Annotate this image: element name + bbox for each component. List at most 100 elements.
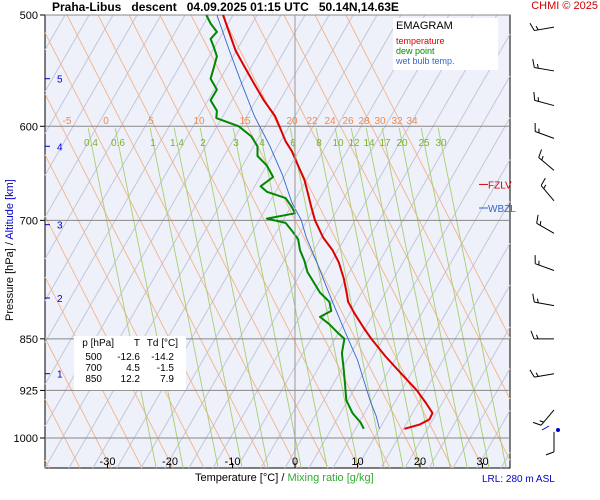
isotherm-line [308,117,511,469]
surface-wind-dot [556,428,560,432]
y-axis-label-pressure: Pressure [hPa] [4,248,16,321]
legend-item-temperature: temperature [396,36,445,46]
dry-adiabat-label: 0 [103,116,109,127]
dry-adiabat-line [221,14,453,469]
wind-barb-feather [536,214,539,224]
wind-barb-feather [539,220,542,226]
table-cell: 850 [85,374,102,385]
dry-adiabat-line [97,14,329,469]
fzlv-marker-label: FZLV [488,180,512,191]
y-axis-label: Pressure [hPa] / Altitude [km] [4,179,16,321]
x-tick-label: -20 [162,456,178,468]
wind-barb [529,22,555,32]
mixing-ratio-label: 12 [348,138,360,149]
wind-barb-staff [535,131,555,139]
isotherm-line [188,14,450,469]
mixing-ratio-label: 6 [290,138,296,149]
series-line-temperature [222,14,434,430]
wind-barb [532,293,555,307]
wind-barb [534,122,555,139]
x-axis-label: Temperature [°C] / Mixing ratio [g/kg] [195,472,374,484]
wind-barb-staff [540,185,555,202]
pressure-tick-label: 600 [20,121,38,133]
dry-adiabat-label: 24 [324,116,336,127]
pressure-tick-label: 925 [20,385,38,397]
isotherm-line [44,14,258,385]
isotherm-line [44,14,186,260]
mixing-ratio-line [381,127,451,469]
altitude-tick-label: 3 [57,221,63,232]
dry-adiabat-label: 26 [342,116,354,127]
y-axis-label-altitude: Altitude [km] [4,179,16,240]
x-axis-label-mixing-ratio: Mixing ratio [g/kg] [287,472,374,484]
dry-adiabat-label: -5 [63,116,72,127]
wind-barb-staff [535,263,555,271]
table-row: 500 -12.6 -14.2 [74,352,186,363]
wind-barb-staff [534,26,555,32]
legend-item-wet-bulb: wet bulb temp. [396,56,455,66]
wind-barb-feather [532,58,535,68]
mixing-ratio-label: 14 [363,138,375,149]
table-cell: -1.5 [156,363,174,374]
chart-header: Praha-Libus descent 04.09.2025 01:15 UTC… [52,0,399,14]
isotherm-line [44,14,114,134]
pressure-tick-label: 850 [20,334,38,346]
table-header-cell: T [133,338,140,349]
dry-adiabat-line [190,14,422,469]
mixing-ratio-line [258,127,328,469]
table-cell: 7.9 [160,374,174,385]
x-tick-label: 20 [414,456,426,468]
plot-background [44,14,511,469]
mixing-ratio-line [420,127,490,469]
isotherm-line [284,75,511,469]
mixing-ratio-line [350,127,420,469]
wind-barb-feather [536,334,539,339]
credit-text: CHMI © 2025 [531,0,598,12]
mixing-ratio-label: 4 [259,138,265,149]
dry-adiabat-label: 10 [193,116,205,127]
dry-adiabat-line [128,14,360,469]
table-cell: 500 [85,352,102,363]
wind-barb-feather [540,177,546,186]
isotherm-line [236,14,498,469]
table-row: 850 12.2 7.9 [74,374,186,385]
dry-adiabat-label: 20 [286,116,298,127]
mixing-ratio-label: 10 [332,138,344,149]
dry-adiabat-label: 22 [306,116,318,127]
wind-barb-staff [534,373,555,378]
dry-adiabat-line [44,93,236,469]
wind-barb [532,409,555,426]
table-header-cell: Td [°C] [146,338,178,349]
table-cell: 12.2 [120,374,140,385]
pressure-tick-label: 1000 [14,433,38,445]
isotherm-line [44,14,162,218]
mixing-ratio-label: 30 [435,138,447,149]
sounding-mode: descent [131,0,177,14]
mixing-ratio-line [149,127,219,469]
mixing-ratio-line [334,127,404,469]
wind-barb-feather [532,293,535,303]
wind-barbs [529,22,560,456]
mixing-ratio-label: 20 [396,138,408,149]
mixing-ratio-label: 0.6 [111,138,125,149]
wind-barb-feather [535,25,539,31]
x-tick-label: -30 [100,456,116,468]
lrl-label: LRL: 280 m ASL [482,474,555,485]
dry-adiabat-line [44,337,112,469]
table-cell: -14.2 [151,352,174,363]
table-row: 700 4.5 -1.5 [74,363,186,374]
isotherm-line [44,14,138,176]
dry-adiabat-line [44,398,81,469]
x-tick-label: -10 [225,456,241,468]
wind-barb [538,149,555,171]
mixing-ratio-line [232,127,302,469]
wind-barb-feather [533,91,536,101]
x-tick-label: 30 [476,456,488,468]
wind-barb [536,214,555,234]
table-cell: 700 [85,363,102,374]
wind-barb-feather [535,372,539,377]
dry-adiabat-label: 28 [358,116,370,127]
dry-adiabat-line [345,14,511,339]
altitude-tick-label: 1 [57,370,63,381]
